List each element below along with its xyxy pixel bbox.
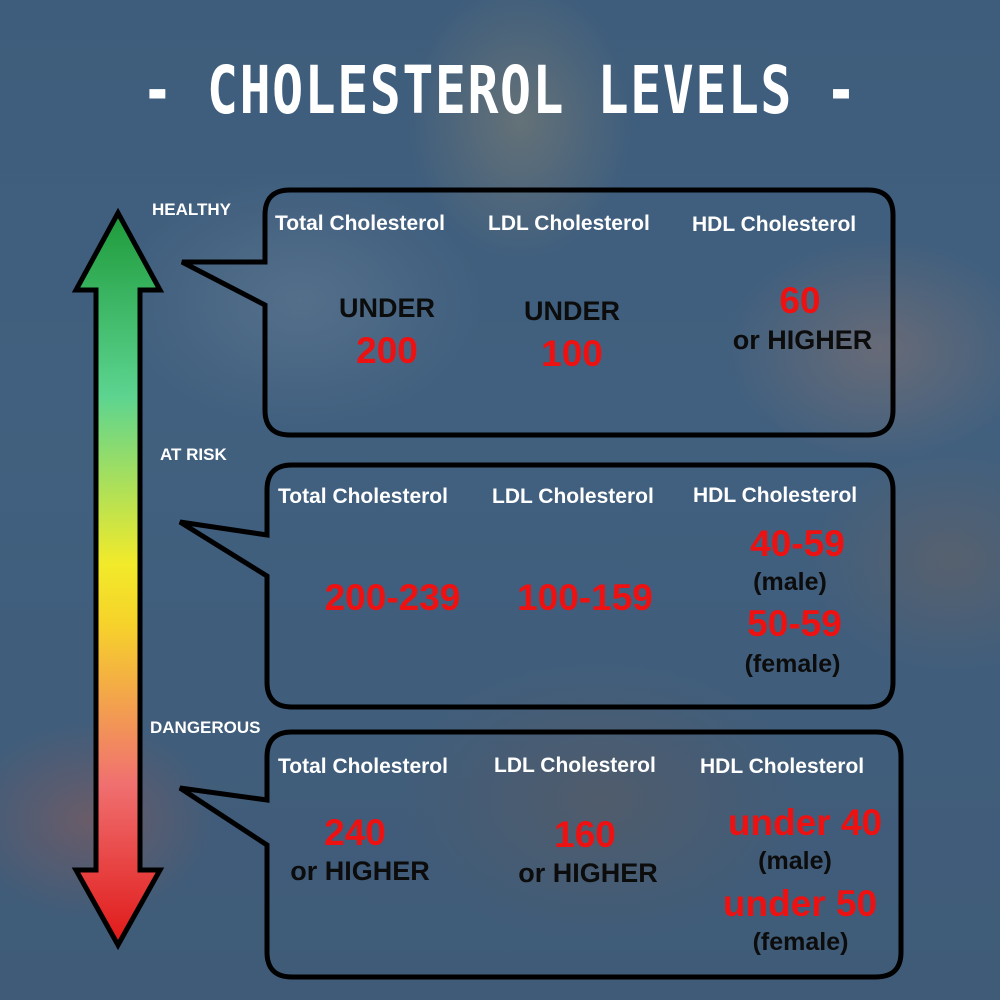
at-risk-header-total: Total Cholesterol: [278, 485, 448, 508]
healthy-total-value: 200: [356, 330, 418, 371]
dangerous-ldl-value: 160: [554, 814, 616, 855]
at-risk-ldl-value: 100-159: [517, 577, 653, 618]
at-risk-hdl-female-value: 50-59: [747, 603, 842, 644]
double-headed-arrow-icon: [71, 207, 165, 951]
dangerous-bubble: [178, 729, 904, 980]
dangerous-hdl-female-value: under 50: [722, 883, 878, 924]
at-risk-hdl-male-value: 40-59: [750, 523, 845, 564]
dangerous-header-total: Total Cholesterol: [278, 755, 448, 778]
dangerous-total-suffix: or HIGHER: [290, 856, 430, 886]
at-risk-hdl-male-label: (male): [753, 568, 827, 596]
dangerous-total-value: 240: [324, 812, 386, 853]
dangerous-ldl-suffix: or HIGHER: [518, 858, 658, 888]
healthy-total-prefix: UNDER: [338, 293, 435, 323]
at-risk-header-hdl: HDL Cholesterol: [693, 484, 858, 507]
at-risk-header-ldl: LDL Cholesterol: [492, 485, 654, 508]
dangerous-header-ldl: LDL Cholesterol: [494, 754, 656, 777]
page-title: - CHOLESTEROL LEVELS -: [141, 52, 859, 129]
level-label-healthy: HEALTHY: [152, 200, 232, 219]
dangerous-hdl-female-label: (female): [752, 928, 849, 956]
dangerous-header-hdl: HDL Cholesterol: [700, 755, 865, 778]
at-risk-bubble: [178, 462, 896, 710]
healthy-hdl-value: 60: [779, 280, 821, 321]
healthy-ldl-prefix: UNDER: [523, 296, 620, 326]
level-label-at-risk: AT RISK: [160, 445, 227, 464]
healthy-ldl-value: 100: [541, 333, 603, 374]
dangerous-hdl-male-label: (male): [758, 847, 832, 875]
healthy-header-hdl: HDL Cholesterol: [692, 213, 857, 236]
healthy-bubble: [180, 187, 896, 438]
level-label-dangerous: DANGEROUS: [150, 718, 261, 737]
healthy-header-total: Total Cholesterol: [275, 212, 445, 235]
at-risk-total-value: 200-239: [324, 577, 461, 618]
healthy-hdl-suffix: or HIGHER: [732, 325, 873, 355]
healthy-header-ldl: LDL Cholesterol: [488, 212, 650, 235]
dangerous-hdl-male-value: under 40: [727, 802, 883, 843]
at-risk-hdl-female-label: (female): [744, 650, 841, 678]
